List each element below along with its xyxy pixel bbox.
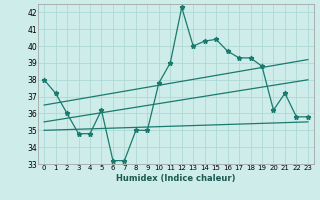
X-axis label: Humidex (Indice chaleur): Humidex (Indice chaleur) bbox=[116, 174, 236, 183]
